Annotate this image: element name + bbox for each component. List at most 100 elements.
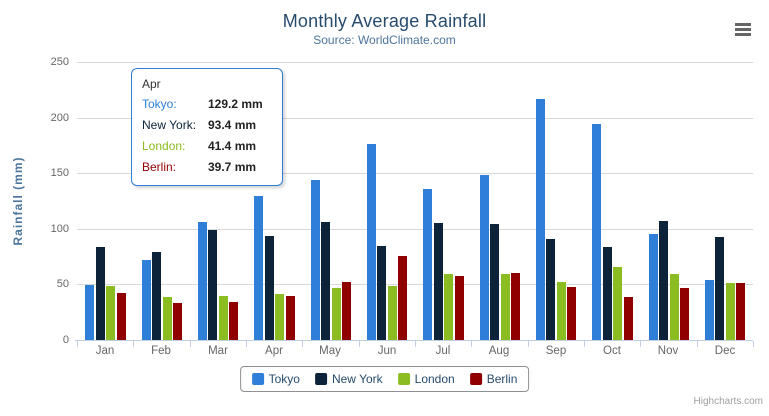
legend-item-berlin[interactable]: Berlin [469,372,518,386]
bar-new-york-mar[interactable] [208,230,217,340]
bar-tokyo-sep[interactable] [536,99,545,340]
bar-tokyo-apr[interactable] [254,196,263,340]
bar-london-oct[interactable] [613,267,622,340]
tooltip-series-value: 39.7 mm [208,160,257,174]
bar-berlin-oct[interactable] [624,297,633,340]
x-axis-label: Aug [488,345,510,357]
legend-label: Berlin [486,372,518,386]
tooltip-series-value: 129.2 mm [208,97,263,111]
bar-berlin-jun[interactable] [398,256,407,340]
y-axis-label: 250 [50,56,69,68]
hamburger-bar [735,23,751,26]
bar-new-york-dec[interactable] [715,237,724,340]
legend-item-tokyo[interactable]: Tokyo [251,372,300,386]
x-axis-label: Jan [95,345,115,357]
bar-berlin-jul[interactable] [455,276,464,340]
tooltip-row: Tokyo: 129.2 mm [142,94,272,115]
chart-title: Monthly Average Rainfall [282,11,487,31]
bar-berlin-mar[interactable] [229,302,238,340]
bar-tokyo-oct[interactable] [592,124,601,340]
legend-item-new-york[interactable]: New York [314,372,383,386]
bar-new-york-aug[interactable] [490,224,499,340]
bar-london-may[interactable] [332,288,341,340]
x-axis-label: Jun [377,345,397,357]
x-axis-tick [415,341,416,347]
bar-berlin-dec[interactable] [736,283,745,340]
bar-tokyo-feb[interactable] [142,260,151,340]
bar-tokyo-jun[interactable] [367,144,376,340]
chart-subtitle: Source: WorldClimate.com [313,33,456,47]
x-axis-label: May [319,345,341,357]
x-axis-label: Oct [603,345,621,357]
legend-symbol [469,373,482,385]
gridline [77,62,753,63]
y-axis-title: Rainfall (mm) [11,156,25,246]
bar-london-mar[interactable] [219,296,228,340]
bar-london-jan[interactable] [106,286,115,340]
tooltip-series-label: London: [142,139,186,153]
hamburger-bar [735,33,751,36]
legend: Tokyo New York London Berlin [239,366,530,392]
bar-new-york-oct[interactable] [603,247,612,340]
bar-london-aug[interactable] [501,274,510,340]
bar-new-york-feb[interactable] [152,252,161,340]
bar-new-york-jun[interactable] [377,246,386,340]
bar-london-jun[interactable] [388,286,397,340]
bar-new-york-nov[interactable] [659,221,668,340]
bar-berlin-sep[interactable] [567,287,576,340]
x-axis-label: Mar [208,345,228,357]
legend-symbol [397,373,410,385]
bar-new-york-may[interactable] [321,222,330,340]
x-axis-tick [584,341,585,347]
gridline [77,118,753,119]
bar-berlin-jan[interactable] [117,293,126,340]
x-axis-tick [528,341,529,347]
bar-berlin-feb[interactable] [173,303,182,340]
credits-link[interactable]: Highcharts.com [693,396,763,407]
bar-berlin-aug[interactable] [511,273,520,340]
bar-new-york-apr[interactable] [265,236,274,340]
bar-new-york-jan[interactable] [96,247,105,340]
bar-tokyo-jan[interactable] [85,285,94,340]
legend-label: London [414,372,455,386]
bar-tokyo-may[interactable] [311,180,320,340]
tooltip-row: London: 41.4 mm [142,136,272,157]
x-axis-label: Feb [151,345,171,357]
bar-london-apr[interactable] [275,294,284,340]
bar-london-sep[interactable] [557,282,566,340]
bar-tokyo-mar[interactable] [198,222,207,340]
y-axis-label: 150 [50,167,69,179]
x-axis-label: Dec [714,345,736,357]
bar-berlin-may[interactable] [342,282,351,340]
tooltip-series-value: 93.4 mm [208,118,257,132]
tooltip-row: Berlin: 39.7 mm [142,157,272,178]
tooltip-row: New York: 93.4 mm [142,115,272,136]
tooltip-series-label: Berlin: [142,160,177,174]
bar-berlin-nov[interactable] [680,288,689,340]
y-axis-label: 100 [50,223,69,235]
legend-symbol [251,373,264,385]
x-axis-tick [359,341,360,347]
x-axis-tick [471,341,472,347]
bar-london-nov[interactable] [670,274,679,340]
bar-tokyo-aug[interactable] [480,175,489,340]
bar-london-feb[interactable] [163,297,172,340]
x-axis-tick [190,341,191,347]
bar-tokyo-nov[interactable] [649,234,658,340]
y-axis-label: 200 [50,112,69,124]
bar-tokyo-jul[interactable] [423,189,432,340]
bar-new-york-sep[interactable] [546,239,555,340]
y-axis-label: 50 [56,278,69,290]
legend-item-london[interactable]: London [397,372,455,386]
bar-tokyo-dec[interactable] [705,280,714,340]
x-axis-label: Apr [265,345,283,357]
hamburger-menu-icon[interactable] [733,23,753,37]
x-axis-label: Jul [435,345,451,357]
bar-london-dec[interactable] [726,283,735,340]
x-axis-tick [77,341,78,347]
bar-london-jul[interactable] [444,274,453,340]
bar-berlin-apr[interactable] [286,296,295,340]
y-axis-label: 0 [62,334,69,346]
bar-new-york-jul[interactable] [434,223,443,340]
